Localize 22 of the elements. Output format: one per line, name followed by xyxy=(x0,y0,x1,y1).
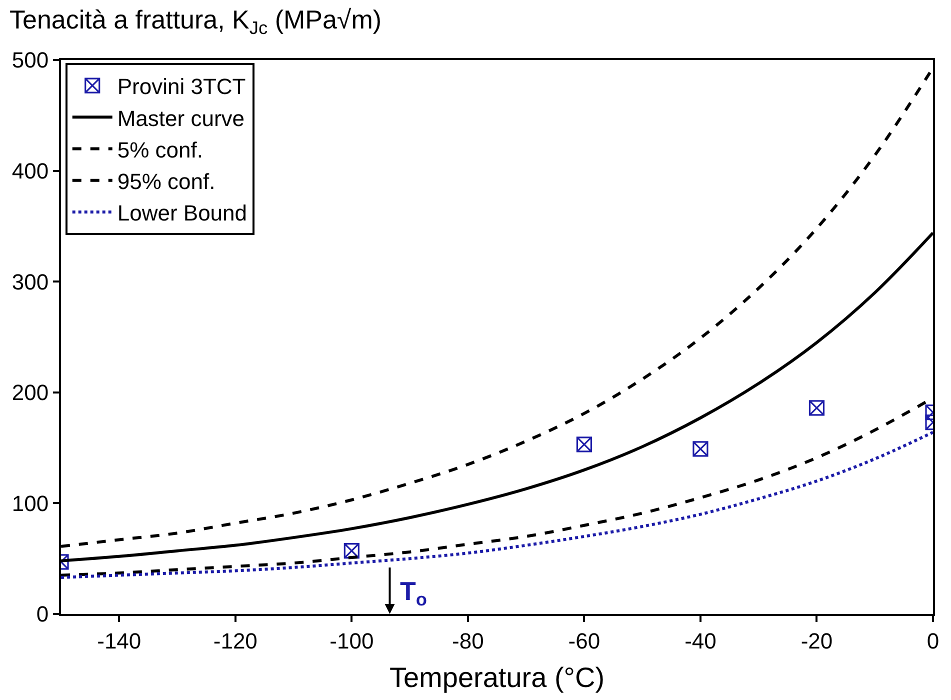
x-tick-label: -40 xyxy=(684,628,716,654)
x-tick-label: 0 xyxy=(926,628,940,654)
legend-label: Master curve xyxy=(117,106,245,131)
y-tick-label: 500 xyxy=(12,48,49,73)
x-tick-label: -20 xyxy=(800,628,833,654)
legend-label: 5% conf. xyxy=(117,137,203,162)
x-tick-label: -80 xyxy=(452,628,484,654)
legend-label: 95% conf. xyxy=(117,168,216,194)
y-tick-label: 400 xyxy=(12,158,49,184)
legend-label: Lower Bound xyxy=(117,200,248,226)
x-tick-label: -60 xyxy=(568,628,600,654)
legend-label: Provini 3TCT xyxy=(117,74,246,100)
annotation: T$_{o}$ xyxy=(400,576,428,610)
y-tick-label: 200 xyxy=(12,380,49,406)
x-tick-label: -140 xyxy=(97,628,142,654)
chart-title: Tenacità a frattura, K$_{Jc}$ (MPa√m) xyxy=(10,4,382,38)
y-tick-label: 0 xyxy=(36,602,49,627)
y-tick-label: 300 xyxy=(12,269,49,294)
y-tick-label: 100 xyxy=(12,490,49,516)
x-axis-title: Temperatura (°C) xyxy=(389,662,605,693)
x-tick-label: -100 xyxy=(330,628,374,654)
x-tick-label: -120 xyxy=(213,628,258,654)
